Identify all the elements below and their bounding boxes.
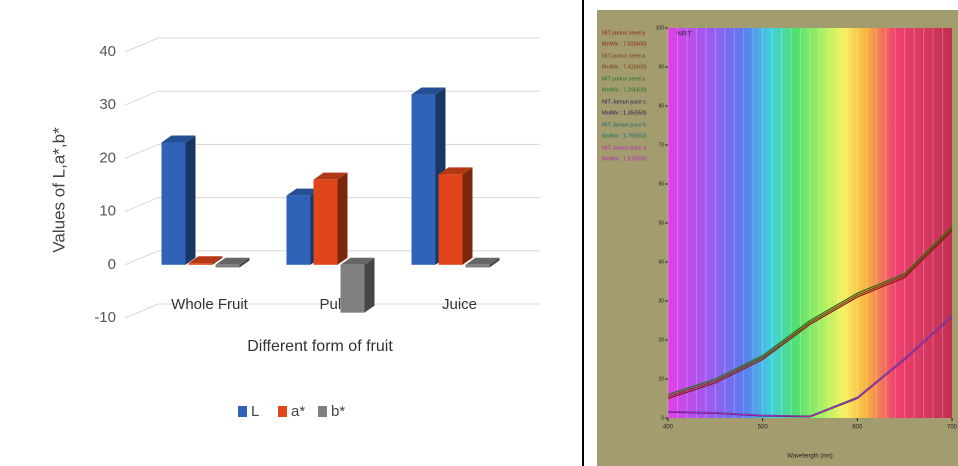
bar-side — [239, 257, 250, 268]
x-tick-label: Whole Fruit — [171, 296, 249, 313]
legend-label: b* — [331, 403, 345, 420]
legend-label: NIT jamun seed p — [602, 53, 645, 59]
bar-top — [340, 257, 375, 265]
legend-label: NIT Jamun juice c — [602, 99, 646, 105]
y-tick-label: 40 — [99, 43, 116, 60]
bar-side — [364, 257, 375, 313]
legend-note: Mn/Mx : 7.42(400) — [602, 64, 647, 70]
bar — [340, 264, 365, 313]
bar — [286, 195, 311, 265]
legend-label: NIT jamun seed p — [602, 30, 645, 36]
bar-top — [161, 135, 196, 143]
x-tick-label: 600 — [852, 425, 863, 431]
bar-side — [489, 257, 500, 268]
legend-swatch — [278, 406, 287, 417]
legend-swatch — [238, 406, 247, 417]
bar — [188, 263, 213, 265]
x-tick-label: Juice — [442, 296, 477, 313]
legend-label: a* — [291, 403, 305, 420]
legend-note: Mn/Mx : 7.29(400) — [602, 87, 647, 93]
legend-label: NIT Jamun juice b — [602, 122, 646, 128]
legend-label: L — [251, 403, 259, 420]
y-tick-label: 0 — [661, 415, 664, 421]
grid-line — [124, 90, 540, 106]
legend-note: Mn/Mx : 1.57(550) — [602, 156, 647, 162]
y-tick-label: -10 — [94, 309, 116, 326]
y-tick-label: 70 — [658, 142, 664, 148]
spectrum-background — [668, 28, 952, 418]
x-axis-title: Different form of fruit — [247, 338, 393, 355]
bar-top — [465, 257, 500, 265]
bar-side — [212, 256, 223, 265]
y-tick-label: 10 — [658, 376, 664, 382]
series-line — [667, 230, 953, 400]
legend-note: Mn/Mx : 1.35(550) — [602, 110, 647, 116]
y-tick-label: 20 — [99, 149, 116, 166]
bar — [465, 264, 490, 268]
legend-label: NIT jamun seed p — [602, 76, 645, 82]
legend-swatch — [318, 406, 327, 417]
bar-side — [462, 167, 473, 265]
legend-note: Mn/Mx : 7.02(400) — [602, 41, 647, 47]
y-tick-label: 90 — [658, 64, 664, 70]
y-tick-label: 40 — [658, 259, 664, 265]
bar — [438, 174, 463, 265]
x-tick-label: 400 — [663, 425, 674, 431]
bar-top — [411, 87, 446, 95]
y-tick-label: 30 — [658, 298, 664, 304]
x-tick-label: 700 — [947, 425, 958, 431]
y-tick-label: 20 — [658, 337, 664, 343]
bar-side — [337, 172, 348, 265]
y-axis-title: Values of L,a*,b* — [49, 127, 68, 253]
bar — [161, 142, 186, 265]
y-tick-label: 50 — [658, 220, 664, 226]
bar — [411, 94, 436, 265]
bar-top — [286, 188, 321, 196]
y-tick-label: 80 — [658, 103, 664, 109]
bar-top — [188, 256, 223, 264]
grid-line — [124, 303, 540, 319]
grid-line — [124, 37, 540, 53]
y-axis-title: %R/T — [677, 32, 692, 38]
bar-top — [215, 257, 250, 265]
series-line — [667, 226, 953, 396]
y-tick-label: 0 — [108, 256, 116, 273]
bar — [313, 179, 338, 265]
bar-side — [185, 135, 196, 265]
y-tick-label: 100 — [656, 25, 665, 31]
legend-note: Mn/Mx : 1.79(550) — [602, 133, 647, 139]
y-tick-label: 60 — [658, 181, 664, 187]
x-tick-label: 500 — [758, 425, 769, 431]
series-line — [667, 228, 953, 398]
x-axis-title: Wavelength (nm) — [787, 454, 832, 460]
series-line — [667, 315, 953, 418]
bar-top — [313, 172, 348, 180]
legend-label: NIT Jamun juice a — [602, 145, 647, 151]
y-tick-label: 30 — [99, 96, 116, 113]
bar — [215, 264, 240, 268]
y-tick-label: 10 — [99, 203, 116, 220]
bar-top — [438, 167, 473, 175]
